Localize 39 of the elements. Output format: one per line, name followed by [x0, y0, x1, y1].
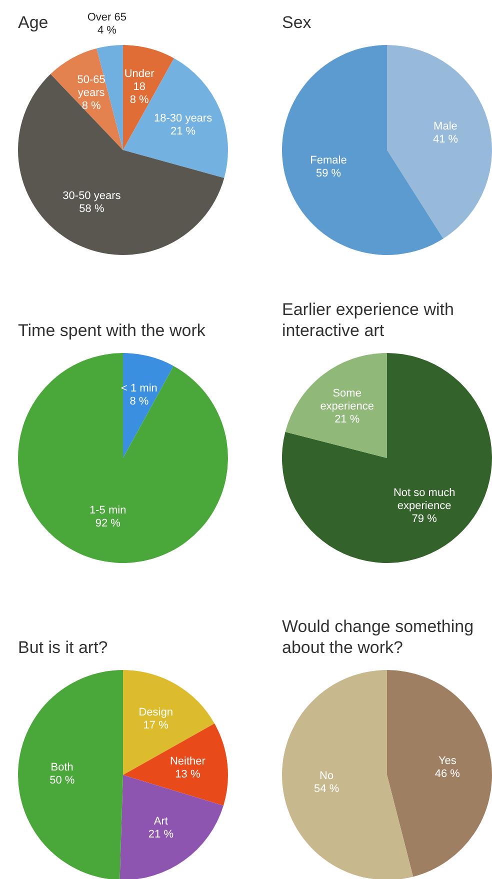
- data-label: 79 %: [412, 513, 438, 526]
- slice-label: Over 65: [87, 12, 126, 24]
- data-label: 8 %: [82, 100, 102, 112]
- data-label: 46 %: [434, 768, 460, 780]
- data-label: 21 %: [170, 125, 196, 138]
- slice-label: Female: [310, 154, 347, 167]
- chart-title: But is it art?: [18, 637, 109, 658]
- data-label: 8 %: [130, 395, 149, 408]
- data-label: 4 %: [97, 24, 117, 37]
- data-label: 8 %: [130, 94, 150, 106]
- slice-label: 30-50 years: [62, 190, 122, 202]
- slice-label: 1-5 min: [90, 504, 126, 517]
- slice-label: Under 18: [124, 68, 155, 94]
- data-label: 50 %: [50, 774, 75, 787]
- slice-label: Design: [138, 706, 173, 718]
- chart-title: Time spent with the work: [18, 320, 206, 341]
- chart-title: Would change something about the work?: [282, 616, 475, 658]
- slice-label: Some experience: [320, 388, 374, 413]
- slice-label: Not so much experience: [393, 487, 456, 512]
- slice-label: Art: [154, 815, 168, 828]
- slice-label: Yes: [438, 754, 457, 767]
- data-label: 17 %: [143, 719, 169, 732]
- data-label: 41 %: [432, 134, 458, 146]
- data-label: 92 %: [95, 518, 121, 530]
- chart-title: Sex: [282, 12, 312, 33]
- slice-label: No: [320, 770, 334, 782]
- slice-label: 18-30 years: [154, 112, 213, 124]
- slice-label: Neither: [170, 755, 206, 768]
- chart-title: Age: [18, 13, 48, 32]
- slice-label: Both: [50, 762, 74, 774]
- data-label: 59 %: [316, 168, 342, 180]
- slice-label: Male: [434, 120, 458, 133]
- data-label: 54 %: [314, 783, 340, 796]
- data-label: 21 %: [148, 828, 174, 840]
- data-label: 58 %: [79, 202, 104, 215]
- chart-title: Earlier experience with interactive art: [282, 299, 455, 341]
- data-label: 21 %: [334, 414, 360, 426]
- data-label: 13 %: [175, 768, 200, 780]
- slice-label: 50-65 years: [77, 74, 106, 100]
